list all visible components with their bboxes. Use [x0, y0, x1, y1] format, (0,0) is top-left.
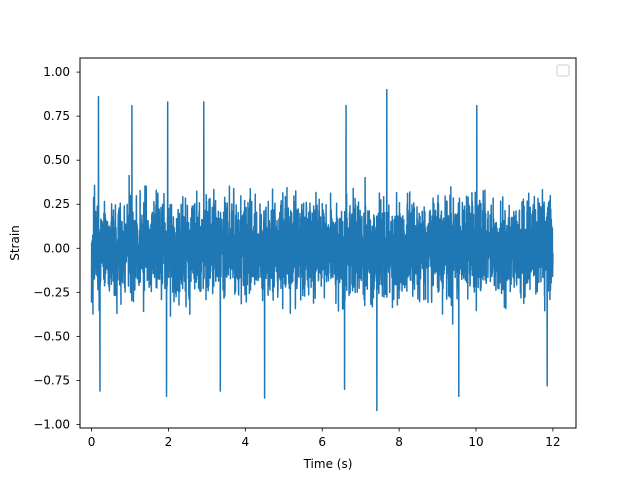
- axes-frame: [79, 57, 577, 429]
- x-tick-label: 2: [165, 435, 173, 449]
- x-tick-label: 10: [468, 435, 483, 449]
- legend: [556, 64, 570, 77]
- x-axis-label: Time (s): [303, 457, 353, 471]
- y-tick-label: 0.00: [43, 241, 70, 255]
- x-tick-label: 6: [318, 435, 326, 449]
- y-tick-label: 1.00: [43, 65, 70, 79]
- plot-area: [80, 58, 576, 428]
- x-tick-label: 8: [395, 435, 403, 449]
- y-tick-label: 0.50: [43, 153, 70, 167]
- y-tick-label: −1.00: [33, 417, 70, 431]
- y-axis: −1.00 −0.75 −0.50 −0.25 0.00 0.25 0.50 0.75 1.00: [33, 65, 80, 431]
- series-layer: [90, 88, 554, 412]
- y-tick-label: 0.75: [43, 109, 70, 123]
- x-tick-label: 4: [242, 435, 250, 449]
- axes-border: [79, 57, 577, 429]
- x-tick-label: 0: [88, 435, 96, 449]
- legend-box: [556, 64, 570, 77]
- y-tick-label: −0.50: [33, 329, 70, 343]
- strain-series-line: [90, 88, 554, 412]
- y-tick-label: −0.75: [33, 373, 70, 387]
- y-tick-label: −0.25: [33, 285, 70, 299]
- y-tick-label: 0.25: [43, 197, 70, 211]
- y-axis-label: Strain: [8, 225, 22, 261]
- x-axis: 0 2 4 6 8 10 12: [88, 428, 561, 449]
- x-tick-label: 12: [545, 435, 560, 449]
